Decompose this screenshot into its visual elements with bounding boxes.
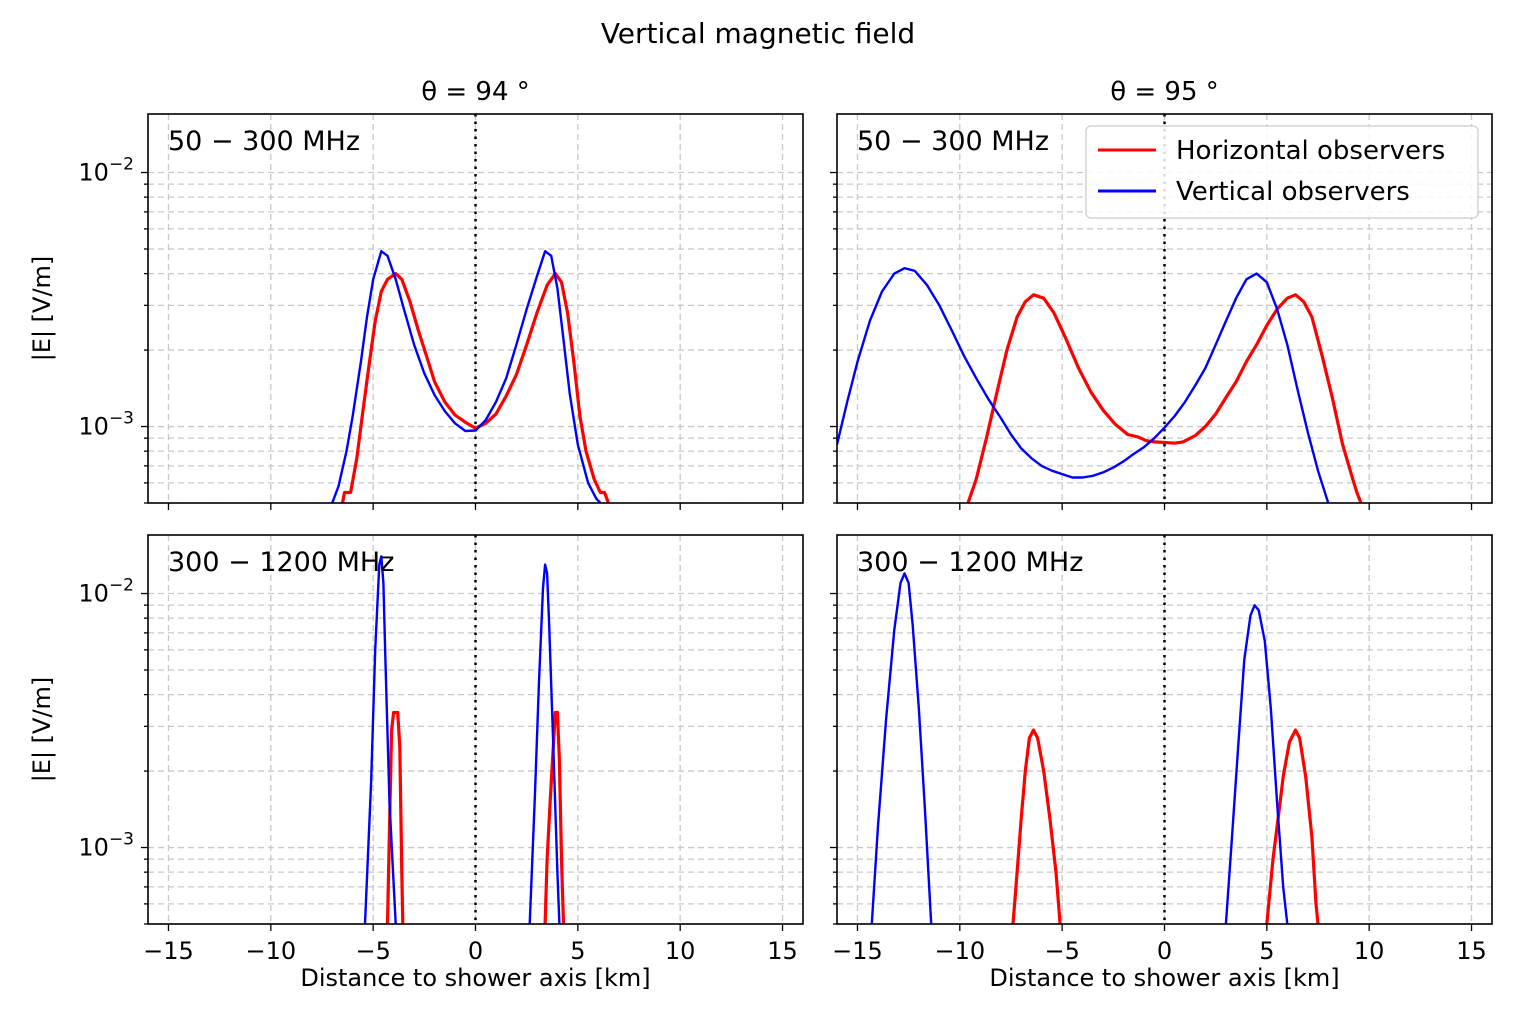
x-tick-label: −15 [143, 937, 194, 965]
vertical-observers-line [1224, 604, 1289, 924]
panel-r1-c0: −15 −10 −5 0 5 10 15 10−3 10−2 |E| [V/m] Distance … [28, 534, 804, 992]
x-tick-label: −5 [1044, 937, 1079, 965]
legend-label: Vertical observers [1176, 177, 1410, 207]
panel-r0-c1: θ = 95 ° 50 − 300 MHz Horizontal observers… [830, 77, 1493, 510]
y-axis-label: |E| [V/m] [28, 256, 56, 362]
x-tick-label: 15 [767, 937, 798, 965]
x-tick-label: 15 [1456, 937, 1487, 965]
horizontal-observers-line [966, 293, 1363, 503]
x-axis-label: Distance to shower axis [km] [300, 964, 650, 992]
vertical-observers-line [837, 267, 1330, 503]
x-tick-label: 0 [1157, 937, 1172, 965]
horizontal-observers-line [340, 272, 610, 503]
band-label: 50 − 300 MHz [168, 126, 360, 157]
panel-r1-c1: −15 −10 −5 0 5 10 15 Distance to shower axis [k… [830, 534, 1493, 992]
vertical-observers-line [870, 572, 933, 924]
vertical-observers-line [528, 563, 561, 924]
y-tick-label: 10−3 [78, 409, 134, 441]
vertical-observers-line [363, 555, 397, 924]
panel-title: θ = 95 ° [1110, 77, 1219, 107]
panel-title: θ = 94 ° [421, 77, 530, 107]
x-tick-label: 10 [665, 937, 696, 965]
y-tick-label: 10−2 [78, 576, 134, 608]
panel-r0-c0: 10−3 10−2 |E| [V/m] θ = 94 ° 50 − 300 MHz [28, 77, 804, 510]
y-tick-label: 10−3 [78, 830, 134, 862]
vertical-observers-line [331, 250, 602, 503]
horizontal-observers-line [543, 710, 566, 924]
band-label: 300 − 1200 MHz [857, 547, 1083, 578]
legend-label: Horizontal observers [1176, 136, 1445, 166]
x-tick-label: −15 [832, 937, 883, 965]
y-axis-label: |E| [V/m] [28, 677, 56, 783]
figure-title: Vertical magnetic field [601, 17, 915, 50]
band-label: 300 − 1200 MHz [168, 547, 394, 578]
x-tick-label: 5 [570, 937, 585, 965]
x-tick-label: 0 [468, 937, 483, 965]
x-axis-label: Distance to shower axis [km] [989, 964, 1339, 992]
horizontal-observers-line [1265, 728, 1320, 924]
x-tick-label: −5 [355, 937, 390, 965]
legend: Horizontal observers Vertical observers [1085, 125, 1479, 219]
horizontal-observers-line [1011, 728, 1062, 924]
x-tick-label: −10 [245, 937, 296, 965]
x-tick-label: 5 [1259, 937, 1274, 965]
legend-box [1085, 125, 1479, 219]
y-tick-label: 10−2 [78, 155, 134, 187]
band-label: 50 − 300 MHz [857, 126, 1049, 157]
x-tick-label: 10 [1354, 937, 1385, 965]
x-tick-label: −10 [934, 937, 985, 965]
